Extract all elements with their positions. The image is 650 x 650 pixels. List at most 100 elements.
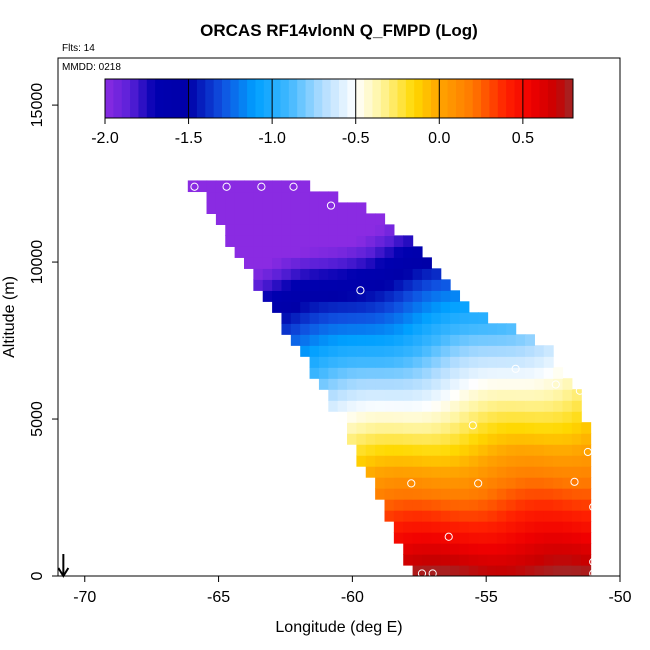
heatmap-cell [384, 279, 395, 291]
heatmap-cell [412, 257, 423, 269]
heatmap-cell [375, 444, 386, 456]
heatmap-cell [440, 411, 451, 423]
heatmap-cell [384, 400, 395, 412]
heatmap-cell [487, 521, 498, 533]
heatmap-cell [534, 400, 545, 412]
heatmap-cell [384, 312, 395, 324]
heatmap-cell [356, 422, 367, 434]
heatmap-cell [487, 367, 498, 379]
heatmap-cell [421, 378, 432, 390]
heatmap-cell [478, 422, 489, 434]
observation-point [257, 182, 266, 191]
heatmap-cell [562, 455, 573, 467]
heatmap-cell [450, 477, 461, 489]
arrow-marker [57, 554, 70, 578]
heatmap-cell [459, 565, 470, 576]
observation-point [575, 386, 584, 395]
heatmap-cell [450, 367, 461, 379]
heatmap-cell [262, 202, 273, 214]
y-tick-label: 5000 [29, 401, 46, 437]
heatmap-cell [281, 268, 292, 280]
heatmap-cell [571, 488, 582, 500]
heatmap-cell [412, 565, 423, 576]
heatmap-cell [244, 224, 254, 236]
heatmap-cell [487, 433, 498, 445]
heatmap-cell [421, 499, 432, 511]
heatmap-cell [515, 334, 526, 346]
heatmap-cell [440, 488, 451, 500]
heatmap-cell [393, 246, 404, 258]
heatmap-cell [375, 257, 386, 269]
heatmap-cell [272, 180, 283, 193]
heatmap-cell [244, 213, 254, 225]
heatmap-cell [562, 389, 573, 401]
heatmap-cell [375, 235, 386, 247]
heatmap-cell [496, 367, 507, 379]
heatmap-cell [459, 356, 470, 368]
heatmap-cell [487, 356, 498, 368]
colorbar-segment [105, 79, 114, 118]
heatmap-cell [487, 565, 498, 576]
heatmap-cell [571, 532, 582, 544]
heatmap-cell [581, 532, 592, 544]
heatmap-cell [290, 323, 301, 335]
heatmap-cell [337, 356, 348, 368]
heatmap-cell [543, 411, 554, 423]
heatmap-cell [525, 477, 535, 489]
heatmap-cell [412, 532, 423, 544]
heatmap-cell [412, 455, 423, 467]
heatmap-cell [496, 323, 507, 335]
colorbar-segment [213, 79, 223, 118]
heatmap-cell [403, 400, 414, 412]
heatmap-cell [431, 444, 442, 456]
heatmap-cell [384, 356, 395, 368]
heatmap-cell [553, 477, 564, 489]
heatmap-cell [459, 554, 470, 566]
heatmap-cell [365, 235, 376, 247]
heatmap-cell [384, 301, 395, 313]
heatmap-cell [215, 191, 226, 204]
heatmap-cell [356, 301, 367, 313]
heatmap-cell [412, 422, 423, 434]
heatmap-cell [393, 521, 404, 533]
heatmap-cell [375, 323, 386, 335]
heatmap-cell [506, 532, 517, 544]
heatmap-cell [375, 246, 386, 258]
heatmap-cell [393, 466, 404, 478]
colorbar-segment [522, 79, 532, 118]
heatmap-cell [375, 301, 386, 313]
heatmap-cell [421, 411, 432, 423]
heatmap-cell [440, 444, 451, 456]
heatmap-cell [328, 345, 339, 357]
heatmap-cell [421, 554, 432, 566]
heatmap-cell [412, 246, 423, 258]
heatmap-cell [328, 257, 339, 269]
heatmap-cell [459, 367, 470, 379]
heatmap-cell [384, 477, 395, 489]
colorbar-segment [238, 79, 248, 118]
heatmap-cell [506, 565, 517, 576]
heatmap-cell [440, 565, 451, 576]
flights-label: Flts: 14 [62, 43, 95, 54]
heatmap-cell [365, 301, 376, 313]
heatmap-cell [571, 444, 582, 456]
heatmap-cell [318, 301, 329, 313]
observation-point [589, 502, 598, 512]
colorbar-segment [113, 79, 123, 118]
heatmap-cell [515, 532, 526, 544]
heatmap-cell [553, 389, 564, 401]
heatmap-cell [347, 213, 357, 225]
heatmap-cell [412, 477, 423, 489]
heatmap-cell [309, 268, 320, 280]
heatmap-cell [300, 268, 311, 280]
colorbar-segment [447, 79, 457, 118]
heatmap-cell [337, 334, 348, 346]
heatmap-cell [309, 246, 320, 258]
heatmap-cell [534, 477, 545, 489]
heatmap-cell [468, 444, 479, 456]
heatmap-cell [459, 488, 470, 500]
heatmap-cell [337, 246, 348, 258]
heatmap-cell [393, 488, 404, 500]
heatmap-cell [478, 510, 489, 522]
heatmap-cell [450, 312, 461, 324]
